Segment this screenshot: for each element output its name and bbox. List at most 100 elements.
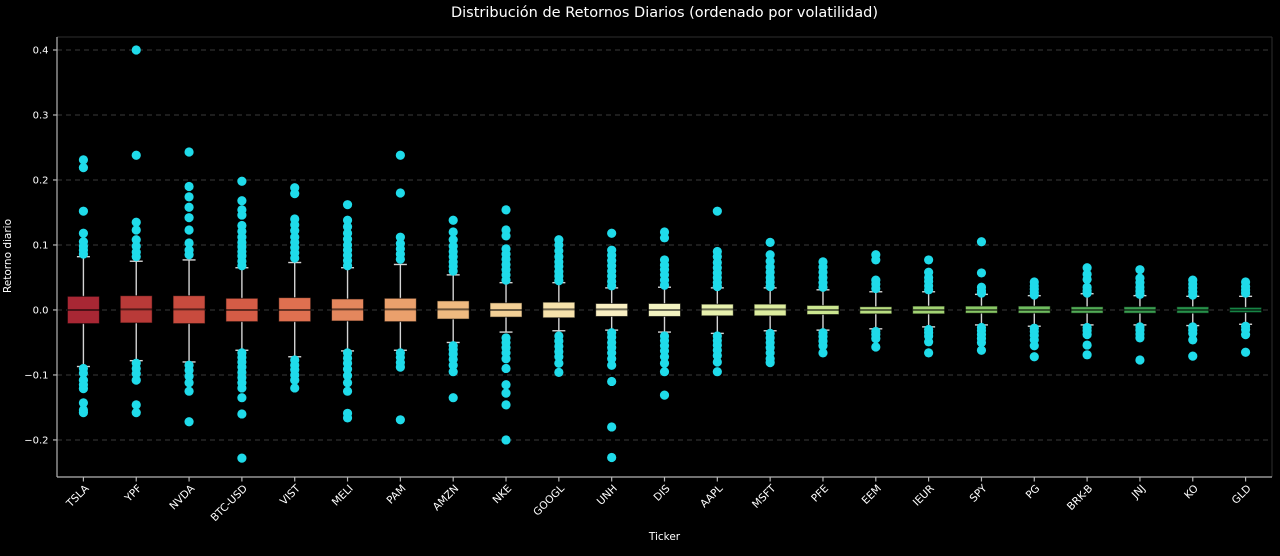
outlier-dot [342,222,353,232]
outlier-dot [184,225,194,235]
outlier-dot [924,337,934,347]
outlier-dot [554,352,564,362]
outlier-dot [871,255,881,265]
outlier-dot [871,342,881,352]
outlier-dot [1135,333,1145,343]
outlier-dot [1082,340,1092,350]
x-tick-label: GLD [1230,483,1254,507]
x-tick-label: PAM [385,483,409,507]
outlier-dot [659,358,670,368]
outlier-dot [237,393,247,403]
outlier-dot [448,367,458,377]
outlier-dot [78,206,89,216]
chart-title: Distribución de Retornos Diarios (ordena… [450,5,878,21]
outlier-dot [712,206,722,216]
x-tick-label: MSFT [750,482,779,511]
outlier-dot [607,422,617,432]
outlier-dot [78,155,89,165]
outlier-dot [712,367,722,377]
outlier-dot [184,238,194,248]
outlier-dot [1135,355,1145,365]
x-tick-label: IEUR [911,483,937,509]
outlier-dot [1240,330,1251,340]
outlier-dot [607,228,617,238]
y-tick-label: 0.2 [33,176,49,187]
outlier-dot [607,376,617,387]
outlier-dot [395,362,405,372]
outlier-dot [659,390,670,400]
outlier-dot [607,360,617,370]
outlier-dot [290,253,300,263]
outlier-dot [765,281,775,292]
outlier-dot [395,232,405,242]
outlier-dot [237,176,247,186]
outlier-dot [924,348,934,358]
outlier-dot [78,384,89,394]
outlier-dot [131,408,141,418]
outlier-dot [237,196,247,206]
outlier-dot [1029,341,1039,351]
outlier-dot [501,354,511,364]
outlier-dot [924,285,934,295]
outlier-dot [184,378,194,388]
x-tick-label: YPF [122,483,144,505]
y-tick-label: 0.4 [33,46,49,57]
outlier-dot [765,250,775,260]
outlier-dot [78,163,89,173]
outlier-dot [395,415,405,425]
outlier-dot [1240,288,1251,298]
outlier-dot [342,378,353,388]
x-tick-label: UNH [595,483,620,508]
outlier-dot [131,375,141,385]
outlier-dot [659,367,670,377]
x-axis-label: Ticker [648,531,681,543]
outlier-dot [342,200,353,210]
outlier-dot [976,268,987,278]
outlier-dot [131,400,141,410]
outlier-dot [184,371,194,381]
outlier-dot [976,237,987,247]
outlier-dot [290,375,300,385]
outlier-dot [448,215,458,225]
outlier-dot [818,282,828,292]
outlier-dot [712,357,722,367]
outlier-dot [976,345,987,355]
x-tick-label: JNJ [1129,483,1148,502]
outlier-dot [78,408,89,418]
x-tick-label: BRK-B [1065,483,1095,513]
outlier-dot [237,409,247,419]
outlier-dot [607,354,617,364]
outlier-dot [342,386,353,396]
outlier-dot [78,398,89,408]
outlier-dot [342,371,353,381]
outlier-dot [659,352,670,362]
outlier-dot [131,150,141,160]
x-tick-label: AAPL [698,483,726,511]
outlier-dot [554,276,564,286]
y-tick-label: −0.2 [24,436,48,447]
x-tick-label: SPY [968,482,990,504]
x-tick-label: NKE [491,483,515,507]
outlier-dot [501,205,511,215]
outlier-dot [1082,350,1092,360]
outlier-dot [78,249,89,259]
outlier-dot [1082,330,1092,340]
x-tick-label: DIS [652,482,673,503]
outlier-dot [1240,347,1251,357]
outlier-dot [1082,263,1092,273]
outlier-dot [131,217,141,227]
outlier-dot [1082,274,1092,285]
outlier-dot [1135,289,1145,299]
outlier-dot [448,266,458,276]
outlier-dot [342,261,353,271]
x-tick-label: PFE [809,483,831,505]
outlier-dot [342,364,353,374]
outlier-dot [1188,290,1198,300]
outlier-dot [448,235,458,245]
x-tick-label: VIST [278,482,303,507]
outlier-dot [501,380,511,390]
outlier-dot [290,226,300,236]
outlier-dot [237,261,247,271]
outlier-dot [448,227,458,237]
outlier-dot [976,288,987,298]
